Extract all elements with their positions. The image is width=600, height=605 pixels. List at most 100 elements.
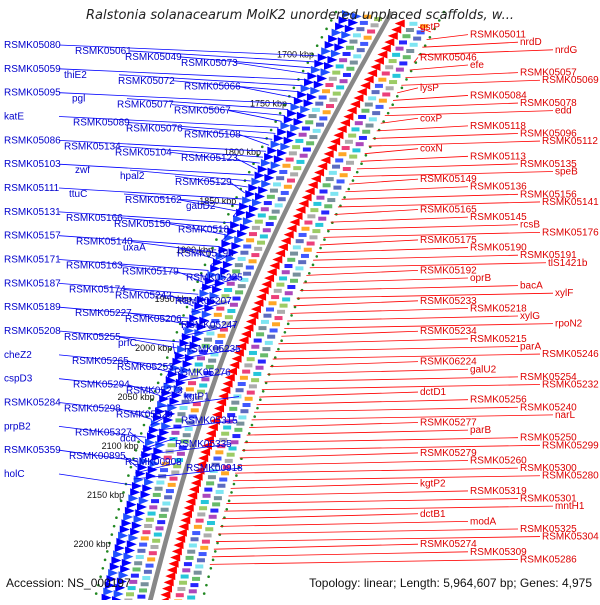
gene-arrow-left xyxy=(161,388,172,397)
right-connector xyxy=(313,254,519,261)
feature-block xyxy=(186,420,195,425)
scale-dot xyxy=(283,103,287,107)
gene-arrow-right xyxy=(377,50,388,59)
gene-arrow-left xyxy=(116,537,127,546)
right-gene-label: RSMK05165 xyxy=(420,205,477,216)
feature-block xyxy=(307,214,316,219)
feature-block xyxy=(202,493,211,498)
right-connector xyxy=(323,231,541,238)
gene-arrow-right xyxy=(307,180,318,189)
scale-dot xyxy=(225,507,229,511)
feature-block xyxy=(352,33,361,38)
right-connector xyxy=(319,239,419,246)
gene-arrow-left xyxy=(242,196,253,205)
feature-block xyxy=(309,135,318,140)
feature-block xyxy=(190,374,199,379)
feature-block xyxy=(389,80,398,85)
gene-arrow-left xyxy=(175,378,186,387)
feature-block xyxy=(231,400,240,405)
right-gene-label: RSMK05250 xyxy=(520,433,577,444)
gene-arrow-right xyxy=(269,261,280,270)
feature-block xyxy=(232,269,241,274)
feature-block xyxy=(355,142,364,147)
left-gene-label: RSMK05103 xyxy=(4,159,61,170)
left-connector xyxy=(133,467,242,480)
gene-arrow-right xyxy=(216,398,227,407)
feature-block xyxy=(279,303,288,308)
scale-dot xyxy=(277,347,280,351)
gene-arrow-left xyxy=(114,544,125,553)
right-gene-label: RSMK05176 xyxy=(542,227,599,238)
feature-block xyxy=(269,188,278,193)
right-connector xyxy=(356,163,519,170)
gene-arrow-right xyxy=(222,379,233,388)
feature-block xyxy=(360,41,369,46)
feature-block xyxy=(175,458,184,463)
left-connector xyxy=(179,56,311,69)
feature-block xyxy=(226,452,235,457)
right-gene-label: galU2 xyxy=(470,364,497,375)
right-connector xyxy=(239,452,419,459)
left-gene-label: RSMK05073 xyxy=(181,58,238,69)
feature-block xyxy=(229,302,238,307)
left-connector xyxy=(123,455,138,468)
left-connector xyxy=(235,62,308,75)
scale-dot xyxy=(307,271,311,275)
feature-block xyxy=(132,567,141,572)
feature-block xyxy=(210,508,219,513)
gene-arrow-left xyxy=(103,587,114,596)
feature-block xyxy=(139,588,148,593)
feature-block xyxy=(175,593,184,598)
gene-arrow-left xyxy=(123,513,134,522)
feature-block xyxy=(165,489,174,494)
scale-dot xyxy=(112,524,116,528)
right-gene-label: RSMK05301 xyxy=(520,494,577,505)
left-connector xyxy=(58,163,254,176)
right-gene-label: RSMK05240 xyxy=(520,402,577,413)
feature-block xyxy=(349,60,358,65)
gene-arrow-left xyxy=(323,62,334,71)
right-gene-label: RSMK05218 xyxy=(470,303,527,314)
left-connector xyxy=(129,312,187,325)
feature-block xyxy=(129,579,138,584)
feature-block xyxy=(200,500,209,505)
scale-dot xyxy=(290,314,293,317)
feature-block xyxy=(244,363,253,368)
feature-block xyxy=(192,576,201,581)
gene-arrow-left xyxy=(191,308,202,317)
right-gene-label: RSMK05057 xyxy=(520,68,577,79)
feature-block xyxy=(235,388,244,393)
gene-arrow-right xyxy=(292,211,303,220)
gene-arrow-right xyxy=(277,243,288,252)
gene-arrow-left xyxy=(189,341,200,350)
accession-label: Accession: NS_000197 xyxy=(6,576,131,590)
right-gene-label: RSMK05135 xyxy=(520,159,577,170)
feature-block xyxy=(374,83,383,88)
feature-block xyxy=(173,464,182,469)
feature-block xyxy=(341,146,350,151)
gene-arrow-right xyxy=(320,156,331,165)
scale-dot xyxy=(286,322,290,326)
gene-arrow-left xyxy=(178,372,189,381)
left-gene-label: RSMK05327 xyxy=(75,427,132,438)
scale-dot xyxy=(274,120,277,123)
gene-arrow-left xyxy=(112,596,123,605)
scale-dot xyxy=(428,35,432,39)
gene-arrow-left xyxy=(111,556,122,565)
left-gene-label: RSMK05265 xyxy=(72,356,129,367)
gene-arrow-left xyxy=(155,407,166,416)
right-connector xyxy=(341,193,519,200)
left-connector xyxy=(200,277,242,289)
left-gene-label: gabD2 xyxy=(186,201,216,212)
feature-block xyxy=(325,104,334,109)
feature-block xyxy=(315,222,324,227)
right-connector xyxy=(254,406,519,413)
gene-arrow-right xyxy=(261,280,272,289)
scale-dot xyxy=(405,78,408,81)
gene-arrow-left xyxy=(199,289,210,298)
gene-arrow-right xyxy=(190,479,201,488)
left-gene-label: pgl xyxy=(72,94,85,105)
scale-tick-label: 1900 kbp xyxy=(176,245,213,255)
